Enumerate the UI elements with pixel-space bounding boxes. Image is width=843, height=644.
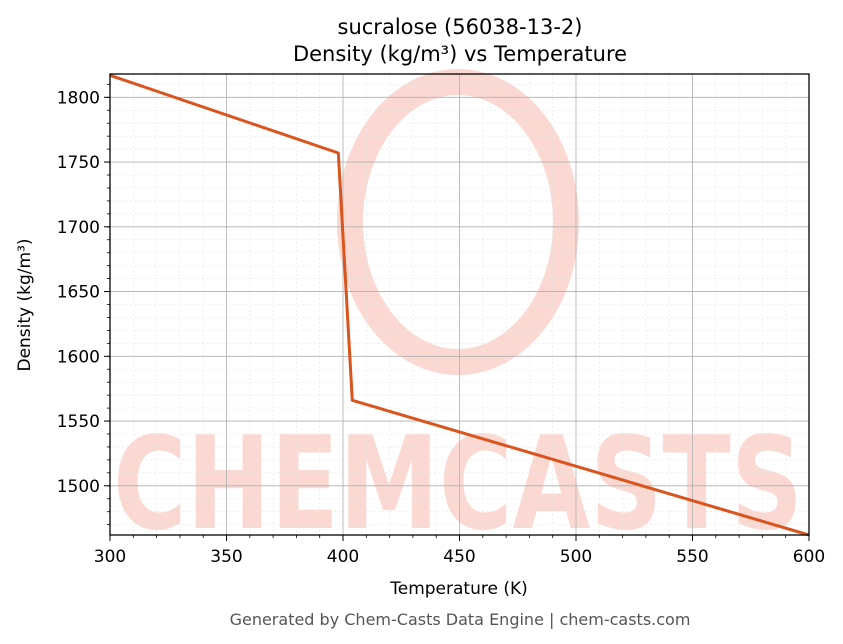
x-tick-label: 500 <box>560 547 592 567</box>
footer-credit: Generated by Chem-Casts Data Engine | ch… <box>230 610 691 629</box>
x-tick-label: 300 <box>94 547 126 567</box>
x-axis-label: Temperature (K) <box>389 579 528 599</box>
chart-title: sucralose (56038-13-2) <box>338 15 583 39</box>
y-tick-label: 1750 <box>57 153 100 173</box>
axis-ticks <box>104 83 810 541</box>
series-group <box>109 73 810 537</box>
density-series-line <box>109 73 810 537</box>
y-tick-label: 1650 <box>57 283 100 303</box>
y-tick-label: 1500 <box>57 477 100 497</box>
y-axis-label: Density (kg/m³) <box>15 238 35 371</box>
x-tick-labels: 300 350 400 450 500 550 600 <box>94 547 825 567</box>
x-tick-label: 600 <box>793 547 825 567</box>
y-tick-labels: 1500 1550 1600 1650 1700 1750 1800 <box>57 88 100 496</box>
watermark-text: CHEMCASTS <box>113 410 803 559</box>
y-tick-label: 1550 <box>57 412 100 432</box>
x-tick-label: 450 <box>443 547 475 567</box>
y-tick-label: 1700 <box>57 218 100 238</box>
chart-subtitle: Density (kg/m³) vs Temperature <box>293 42 627 66</box>
watermark-swirl <box>337 69 579 375</box>
x-tick-label: 400 <box>327 547 359 567</box>
x-tick-label: 350 <box>210 547 242 567</box>
x-tick-label: 550 <box>676 547 708 567</box>
y-tick-label: 1600 <box>57 347 100 367</box>
watermark-logo: CHEMCASTS <box>113 69 803 559</box>
y-tick-label: 1800 <box>57 88 100 108</box>
major-grid <box>109 74 810 535</box>
